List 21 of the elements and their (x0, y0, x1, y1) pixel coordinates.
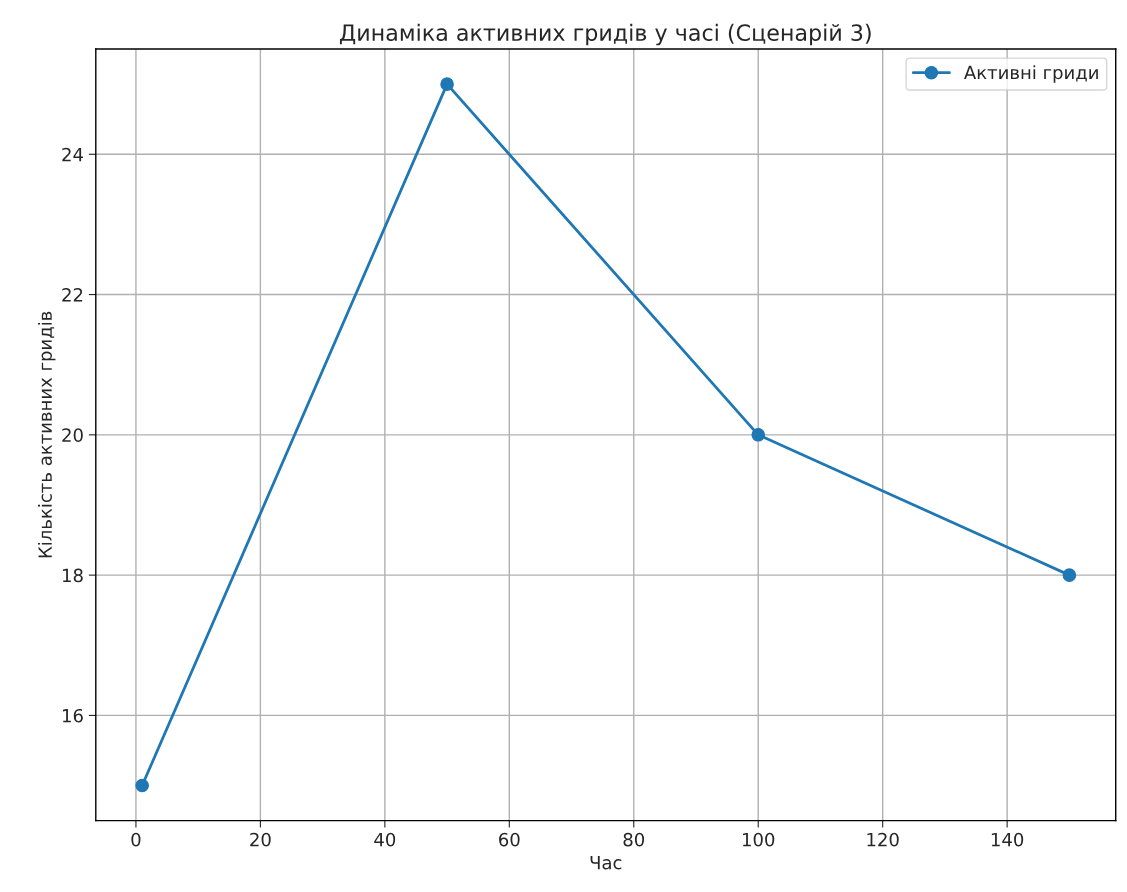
x-tick-label: 80 (623, 832, 645, 847)
x-tick-label: 20 (250, 832, 271, 847)
x-tick-label: 40 (374, 832, 396, 847)
y-tick-label: 24 (62, 147, 83, 162)
point (135, 778, 149, 793)
point (751, 428, 765, 442)
point (440, 77, 454, 91)
x-axis-title: Час (590, 856, 622, 870)
y-axis-title: Кількість активних гридів (37, 311, 56, 558)
x-tick-label: 0 (131, 832, 141, 847)
x-tick-label: 100 (742, 832, 775, 847)
chart-title: Динаміка активних гридів у часі (Сценарій 3) (339, 23, 871, 46)
x-tick-label: 120 (867, 832, 899, 847)
y-tick-label: 20 (62, 428, 83, 442)
x-tick-label: 60 (499, 832, 520, 847)
y-tick-label: 22 (62, 288, 83, 302)
x-tick-label: 140 (991, 832, 1024, 847)
legend-label: Активні гриди (964, 65, 1098, 83)
y-tick-label: 16 (63, 708, 83, 723)
y-tick-label: 18 (63, 568, 83, 583)
point (1062, 568, 1077, 582)
